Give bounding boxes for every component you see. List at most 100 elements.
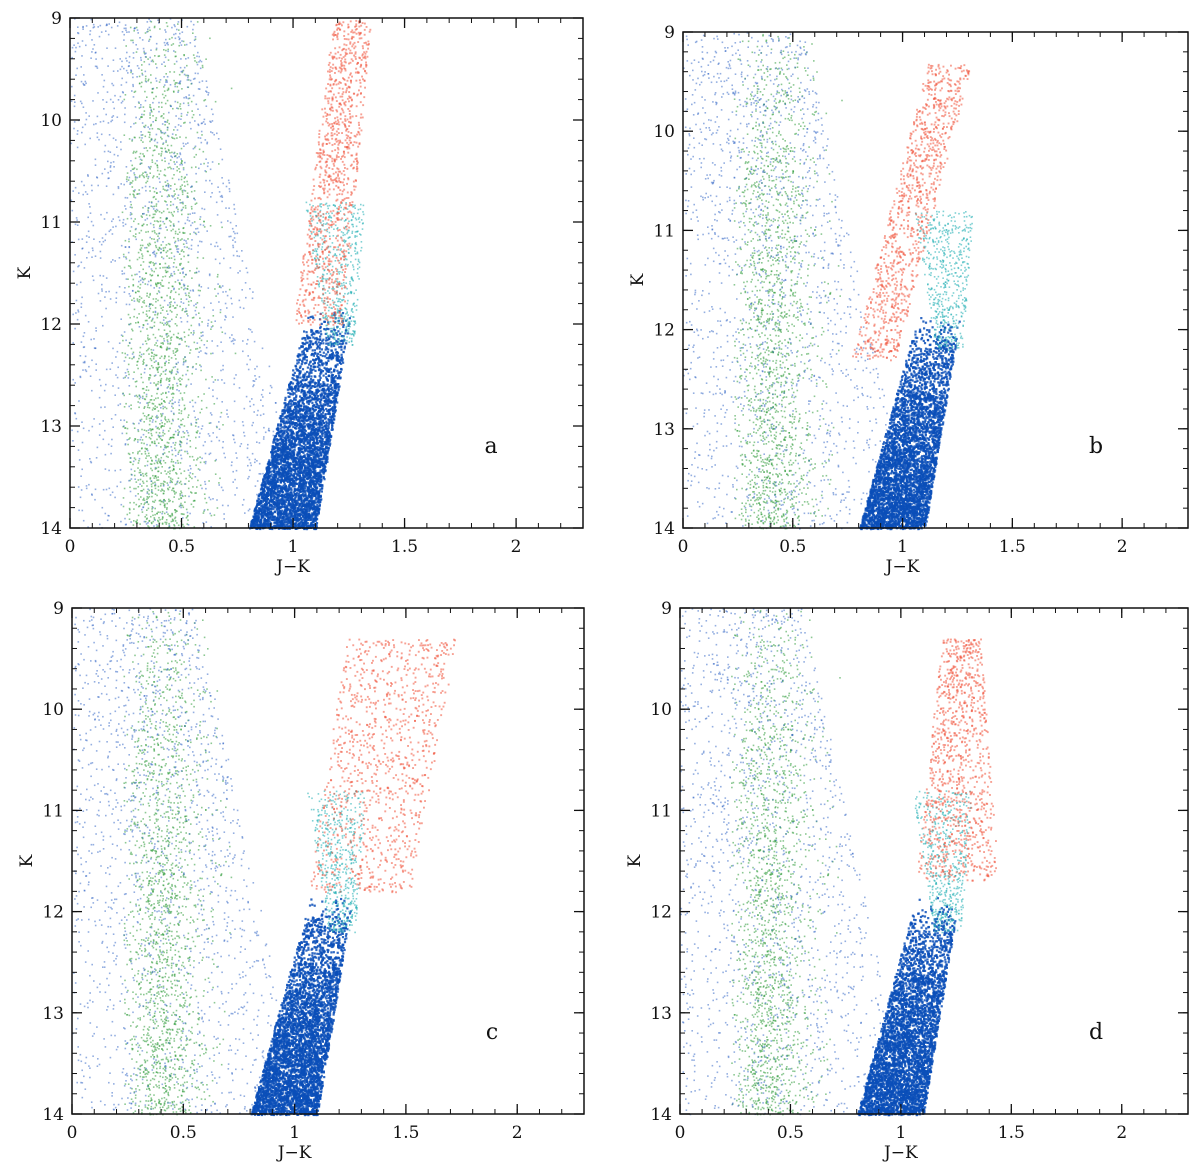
scatter-point [183,362,185,364]
scatter-point [74,382,76,384]
scatter-point [208,92,210,94]
scatter-point [91,221,93,223]
scatter-point [166,272,168,274]
scatter-point [145,78,147,80]
scatter-point [243,499,245,501]
scatter-point [319,348,321,350]
scatter-point [167,513,169,515]
scatter-point [93,338,95,340]
scatter-point [153,238,155,240]
scatter-point [154,485,156,487]
scatter-point [206,521,208,523]
scatter-point [124,273,126,275]
scatter-point [144,372,146,374]
scatter-point [178,118,180,120]
scatter-point [212,114,214,116]
scatter-point [156,43,158,45]
scatter-point [133,508,135,510]
scatter-point [150,82,152,84]
scatter-point [133,488,135,490]
scatter-point [154,443,156,445]
scatter-point [139,296,141,298]
scatter-point [195,314,197,316]
scatter-point [231,303,233,305]
scatter-point [81,306,83,308]
scatter-point [195,154,197,156]
scatter-point [149,255,151,257]
scatter-point [83,185,85,187]
scatter-point [156,160,158,162]
scatter-point [162,306,164,308]
scatter-point [110,368,112,370]
scatter-point [139,257,141,259]
scatter-point [105,30,107,32]
scatter-point [86,488,88,490]
scatter-point [135,44,137,46]
scatter-point [173,80,175,82]
scatter-point [215,473,217,475]
scatter-point [182,268,184,270]
scatter-point [155,268,157,270]
scatter-point [141,64,143,66]
scatter-point [176,170,178,172]
scatter-point [85,124,87,126]
scatter-point [145,32,147,34]
scatter-point [200,332,202,334]
scatter-point [219,263,221,265]
scatter-point [195,465,197,467]
scatter-point [191,478,193,480]
scatter-point [124,28,126,30]
scatter-point [164,29,166,31]
scatter-point [187,321,189,323]
scatter-point [168,89,170,91]
scatter-point [142,282,144,284]
scatter-point [133,151,135,153]
scatter-point [126,52,128,54]
scatter-point [194,39,196,41]
scatter-point [121,504,123,506]
scatter-point [135,233,137,235]
scatter-point [138,486,140,488]
scatter-point [188,255,190,257]
scatter-point [181,113,183,115]
scatter-point [156,134,158,136]
scatter-point [100,25,102,27]
scatter-point [179,282,181,284]
scatter-point [149,114,151,116]
scatter-point [173,377,175,379]
scatter-point [154,354,156,356]
scatter-point [173,161,175,163]
scatter-point [235,213,237,215]
scatter-point [179,199,181,201]
scatter-point [81,297,83,299]
scatter-point [172,196,174,198]
scatter-point [146,389,148,391]
scatter-point [120,403,122,405]
scatter-point [233,247,235,249]
scatter-point [161,394,163,396]
scatter-point [120,141,122,143]
scatter-point [148,429,150,431]
scatter-point [132,423,134,425]
scatter-point [143,353,145,355]
scatter-point [162,123,164,125]
scatter-point [153,187,155,189]
scatter-point [188,379,190,381]
scatter-point [216,437,218,439]
scatter-point [162,517,164,519]
scatter-point [176,363,178,365]
scatter-point [110,494,112,496]
scatter-point [155,78,157,80]
scatter-point [157,241,159,243]
scatter-point [194,57,196,59]
scatter-point [91,360,93,362]
scatter-point [179,232,181,234]
scatter-point [145,365,147,367]
scatter-point [193,54,195,56]
scatter-point [148,348,150,350]
scatter-point [178,288,180,290]
scatter-point [164,433,166,435]
scatter-point [130,230,132,232]
scatter-point [160,413,162,415]
scatter-point [122,101,124,103]
